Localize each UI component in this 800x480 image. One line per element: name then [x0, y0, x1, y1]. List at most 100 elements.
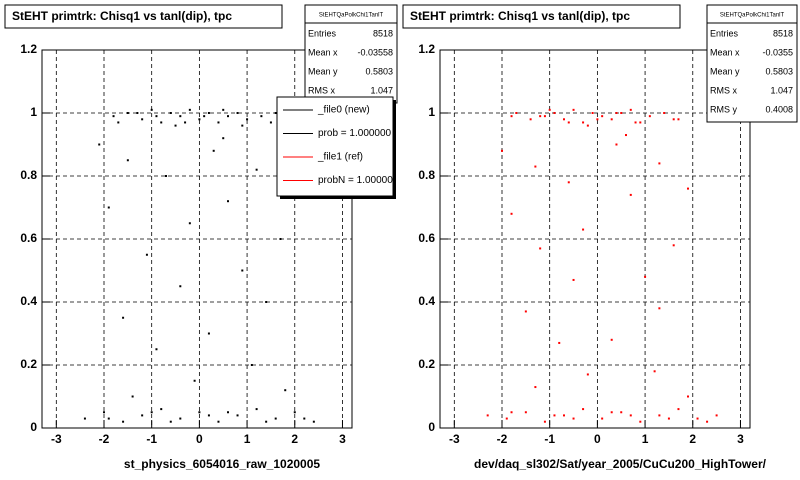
point [706, 420, 709, 423]
point [582, 408, 585, 411]
point [198, 411, 201, 414]
point [98, 143, 101, 146]
x-tick-label: 2 [291, 432, 298, 446]
point [563, 118, 565, 121]
stats-label: RMS y [710, 104, 738, 114]
point [155, 348, 158, 351]
stats-title: StEHTQaPolkChi1TanlT [319, 13, 384, 19]
point [217, 420, 220, 423]
stats-value: 0.4008 [765, 104, 793, 114]
point [510, 212, 513, 215]
y-tick-label: 0.6 [20, 231, 37, 245]
y-tick-label: 1 [30, 105, 37, 119]
point [501, 149, 503, 152]
point [260, 115, 263, 118]
point [112, 115, 115, 118]
point [193, 379, 196, 382]
point [141, 414, 144, 417]
x-tick-label: -1 [544, 432, 555, 446]
point [582, 228, 585, 231]
point [122, 316, 125, 319]
point [150, 411, 153, 414]
point [136, 112, 139, 114]
legend-label: _file1 (ref) [317, 152, 363, 163]
point [629, 108, 632, 111]
stats-value: 8518 [373, 28, 393, 38]
point [188, 108, 191, 111]
point [644, 275, 647, 278]
y-tick-label: 0.2 [418, 357, 435, 371]
point [246, 118, 249, 121]
stats-label: Mean y [710, 66, 740, 76]
y-tick-label: 0.8 [418, 168, 435, 182]
point [558, 341, 561, 344]
point [634, 121, 637, 124]
point [279, 238, 282, 240]
stats-label: Entries [308, 28, 337, 38]
point [155, 115, 158, 118]
point [596, 118, 599, 121]
point [241, 269, 244, 272]
point [629, 193, 632, 196]
point [236, 414, 239, 417]
point [543, 420, 546, 423]
legend-label: prob = 1.000000 [318, 128, 392, 139]
y-tick-label: 0 [428, 420, 435, 434]
point [126, 112, 129, 114]
point [553, 414, 556, 417]
point [687, 187, 689, 190]
point [658, 307, 661, 310]
point [567, 181, 570, 184]
point [663, 112, 666, 114]
point [625, 134, 627, 137]
point [150, 108, 153, 111]
point [312, 420, 315, 423]
point [227, 115, 229, 118]
point [174, 124, 177, 127]
point [203, 115, 206, 118]
point [524, 411, 527, 414]
stats-value: 0.5803 [365, 66, 393, 76]
y-tick-label: 1.2 [20, 42, 37, 56]
point [572, 417, 575, 420]
stats-value: -0.03558 [357, 47, 393, 57]
point [145, 253, 148, 256]
point [563, 414, 565, 417]
point [667, 417, 670, 420]
legend-label: probN = 1.00000 [318, 175, 393, 186]
point [169, 112, 172, 114]
point [648, 115, 651, 118]
point [274, 112, 277, 114]
stats-label: Mean x [308, 47, 338, 57]
point [620, 112, 623, 114]
x-tick-label: -3 [449, 432, 460, 446]
point [639, 121, 642, 124]
stats-box [706, 4, 798, 123]
point [601, 417, 604, 420]
point [126, 159, 129, 162]
point [639, 420, 642, 423]
point [265, 301, 268, 303]
x-tick-label: -1 [146, 432, 157, 446]
x-tick-label: -2 [99, 432, 110, 446]
point [543, 115, 546, 118]
point [207, 332, 210, 335]
point [653, 370, 656, 373]
y-tick-label: 0.2 [20, 357, 37, 371]
point [179, 285, 182, 288]
point [510, 115, 513, 118]
stats-label: RMS x [710, 85, 738, 95]
point [222, 108, 225, 111]
point [615, 143, 618, 146]
point [658, 162, 661, 165]
point [696, 417, 699, 420]
point [169, 420, 172, 423]
point [83, 417, 86, 420]
point [122, 420, 125, 423]
point [269, 121, 272, 124]
y-tick-label: 0.4 [418, 294, 435, 308]
y-tick-label: 0 [30, 420, 37, 434]
point [107, 417, 110, 420]
x-tick-label: 1 [244, 432, 251, 446]
